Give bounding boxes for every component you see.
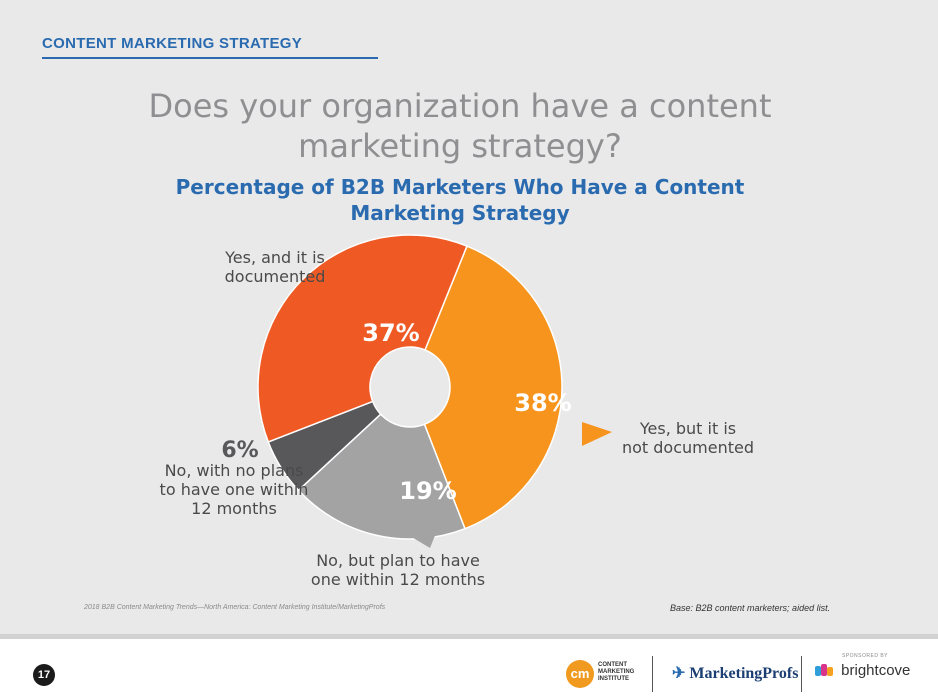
sponsored-by-label: SPONSORED BY — [842, 653, 889, 659]
marketingprofs-logo: ✈ MarketingProfs — [672, 663, 798, 683]
page-number: 17 — [33, 664, 55, 686]
brightcove-icon — [815, 664, 833, 677]
source-note: 2018 B2B Content Marketing Trends—North … — [84, 604, 386, 611]
slice-value-label: 38% — [514, 389, 571, 417]
footer-rule — [0, 634, 938, 639]
marketingprofs-name: MarketingProfs — [689, 665, 799, 682]
callout-pointer — [400, 528, 438, 548]
callout-pointer — [582, 422, 612, 446]
slide: CONTENT MARKETING STRATEGY Does your org… — [0, 0, 938, 634]
slice-value-label: 37% — [362, 319, 419, 347]
callout-pointer — [318, 268, 346, 305]
brightcove-name: brightcove — [841, 662, 911, 679]
donut-slice — [423, 245, 563, 530]
bird-icon: ✈ — [672, 665, 686, 682]
logo-divider — [801, 656, 802, 692]
cmi-logo-icon: cm — [566, 660, 594, 688]
base-note: Base: B2B content marketers; aided list. — [670, 603, 831, 613]
slice-value-label: 6% — [221, 438, 258, 463]
slice-category-label: Yes, and it is documented — [224, 248, 325, 286]
cmi-logo-text: CONTENT MARKETING INSTITUTE — [598, 662, 635, 682]
donut-slice — [257, 234, 468, 443]
brightcove-logo: brightcove — [815, 662, 910, 679]
slice-category-label: No, with no plans to have one within 12 mo… — [160, 461, 309, 518]
donut-chart: 37% 38% 19% 6% Yes, and it is documented Yes, … — [160, 234, 754, 589]
logo-divider — [652, 656, 653, 692]
slice-category-label: Yes, but it is not documented — [622, 419, 754, 457]
section-label: CONTENT MARKETING STRATEGY — [42, 35, 303, 52]
chart-title: Percentage of B2B Marketers Who Have a C… — [175, 175, 745, 225]
slice-value-label: 19% — [399, 477, 456, 505]
slide-question: Does your organization have a content ma… — [148, 87, 772, 165]
section-underline — [42, 57, 378, 59]
slice-category-label: No, but plan to have one within 12 months — [311, 551, 485, 589]
